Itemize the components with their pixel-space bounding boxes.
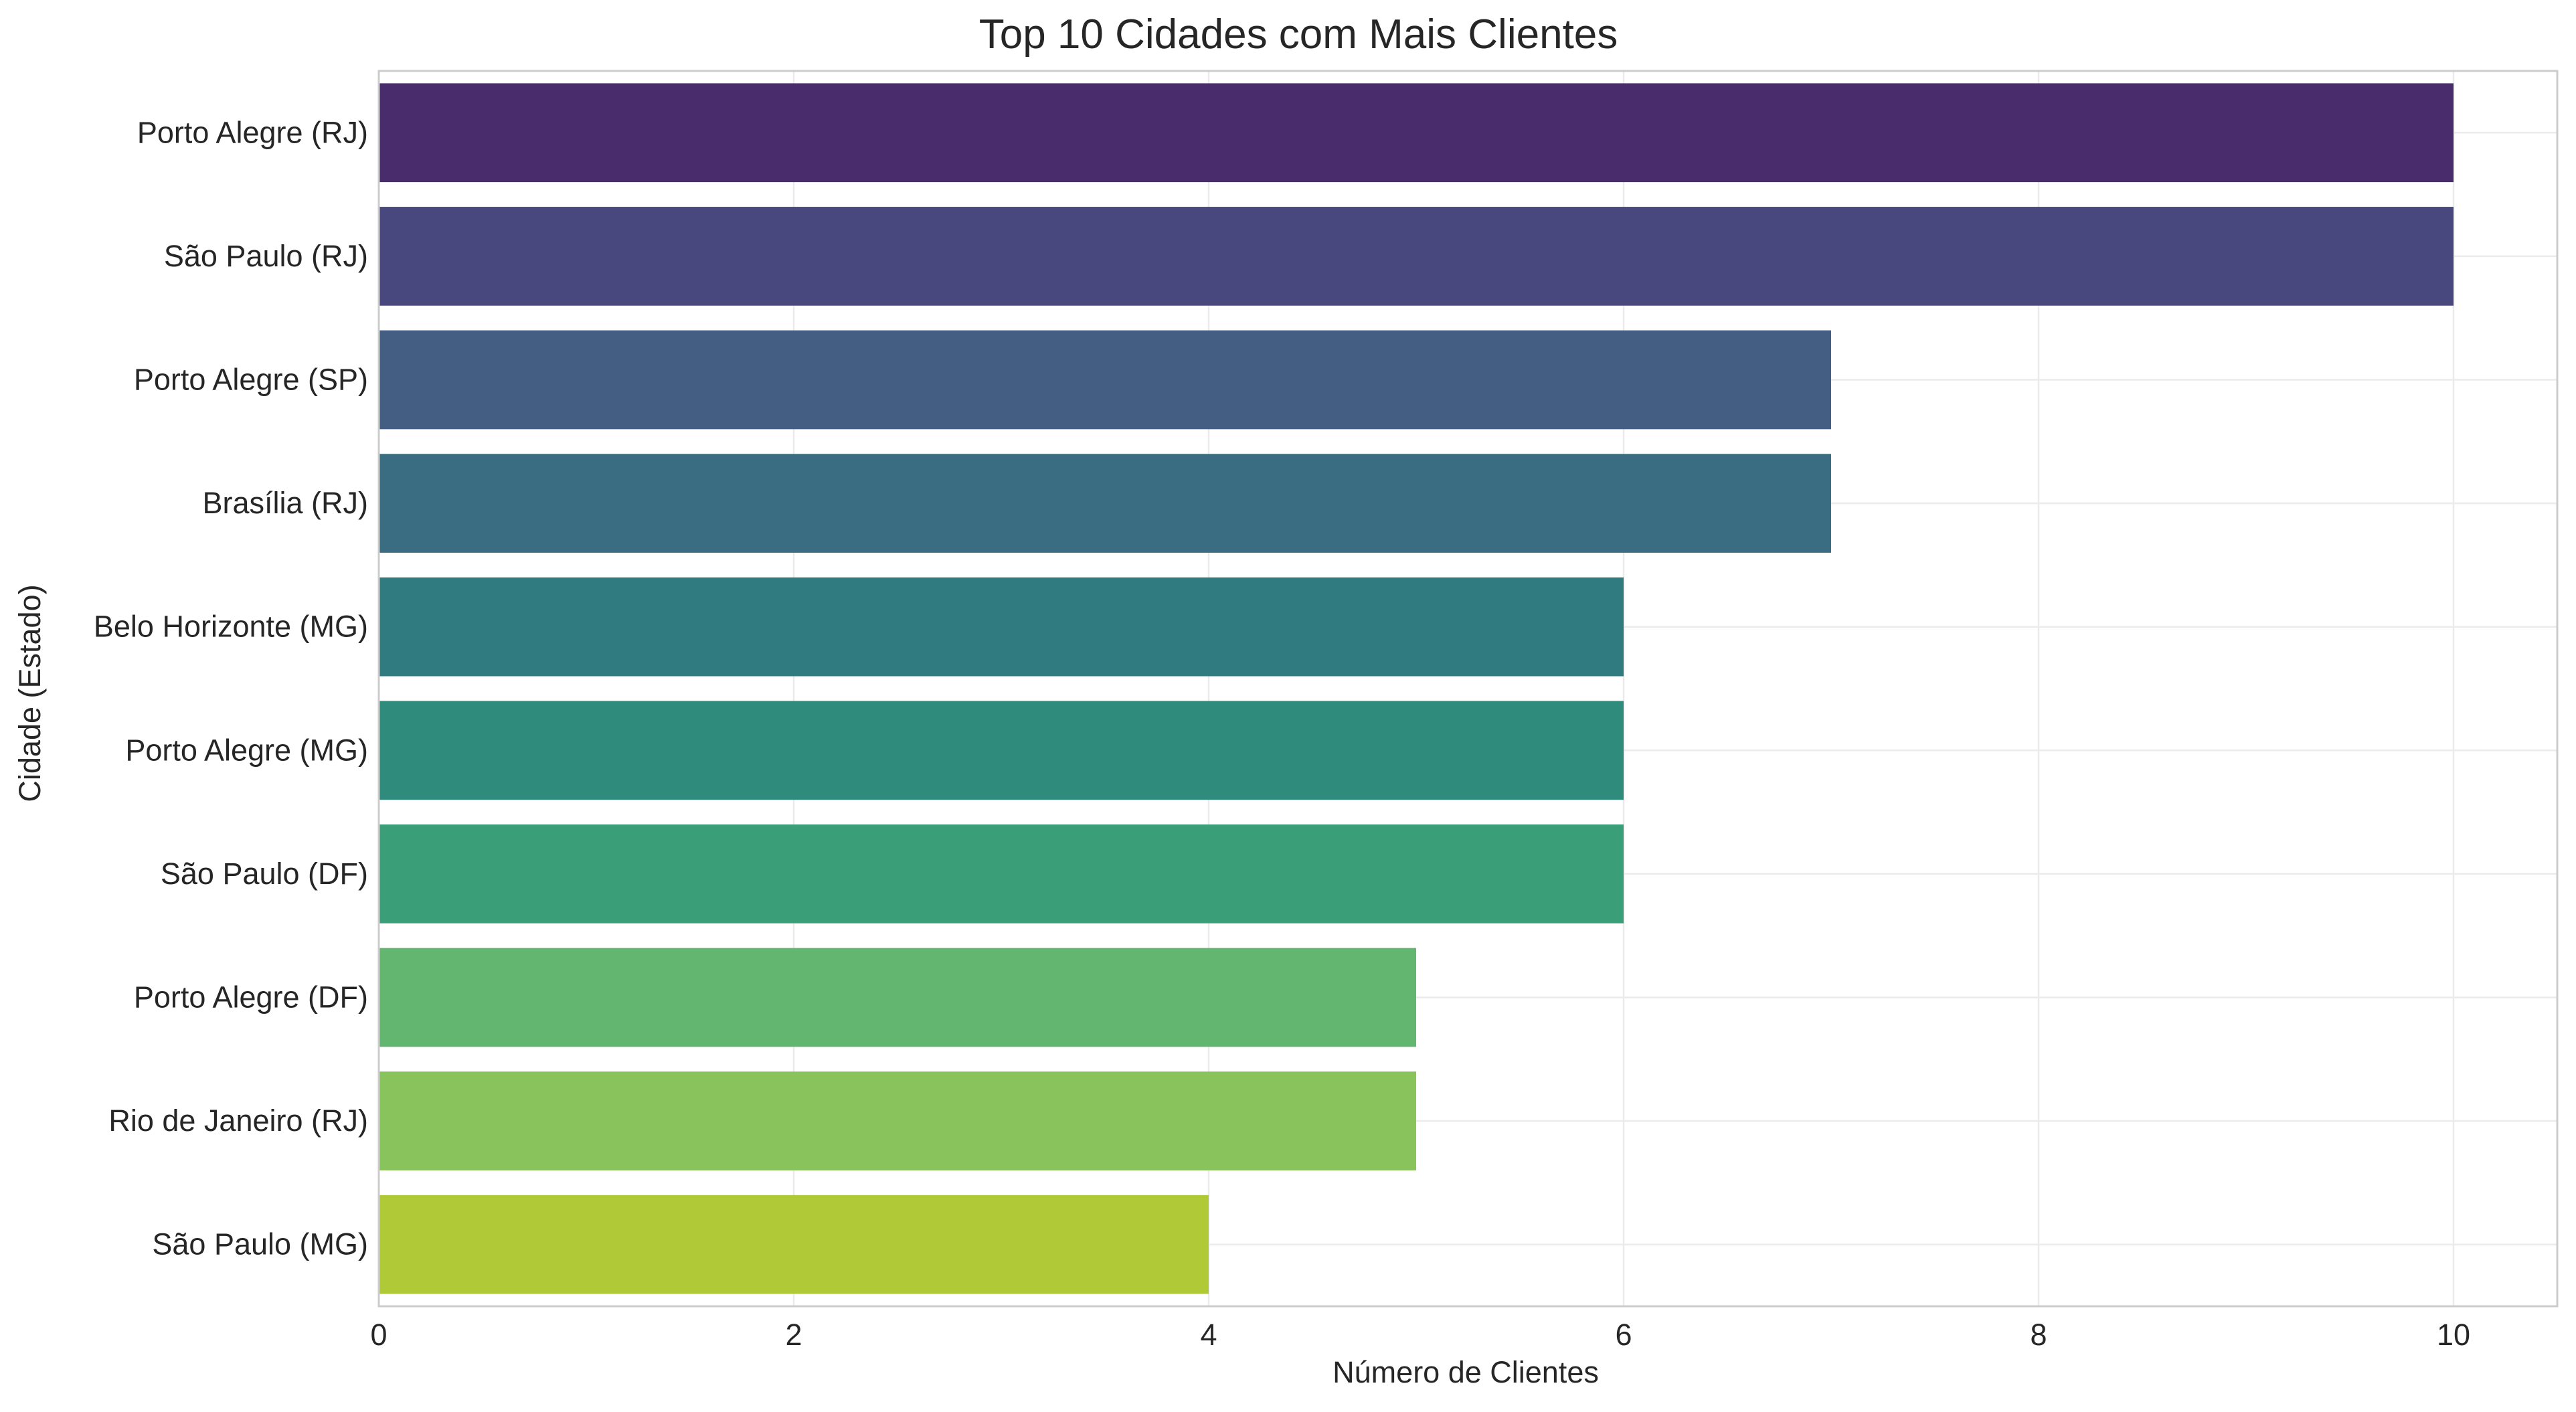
x-tick-label: 0 xyxy=(370,1318,387,1352)
bar xyxy=(379,207,2454,306)
y-tick-labels: Porto Alegre (RJ) São Paulo (RJ) Porto Ale… xyxy=(94,115,368,1261)
bar xyxy=(379,1195,1209,1294)
x-tick-label: 8 xyxy=(2030,1318,2047,1352)
bar xyxy=(379,701,1624,800)
x-axis-label: Número de Clientes xyxy=(1333,1355,1599,1389)
y-tick-label: Brasília (RJ) xyxy=(202,486,368,520)
x-tick-label: 10 xyxy=(2437,1318,2470,1352)
x-tick-label: 2 xyxy=(785,1318,802,1352)
y-tick-label: São Paulo (DF) xyxy=(161,857,368,891)
bar xyxy=(379,1071,1416,1170)
y-tick-label: São Paulo (RJ) xyxy=(164,239,368,273)
bar xyxy=(379,330,1831,430)
x-tick-label: 6 xyxy=(1615,1318,1632,1352)
plot-frame xyxy=(377,70,2559,1308)
y-tick-label: Porto Alegre (MG) xyxy=(125,733,368,767)
y-tick-label: São Paulo (MG) xyxy=(152,1227,368,1261)
bar xyxy=(379,577,1624,677)
y-tick-label: Belo Horizonte (MG) xyxy=(94,610,368,644)
y-tick-label: Porto Alegre (SP) xyxy=(134,363,368,397)
x-tick-label: 4 xyxy=(1200,1318,1217,1352)
y-tick-label: Porto Alegre (RJ) xyxy=(137,115,368,149)
chart-title: Top 10 Cidades com Mais Clientes xyxy=(979,11,1618,58)
x-tick-labels: 0 2 4 6 8 10 xyxy=(370,1318,2470,1352)
y-tick-label: Porto Alegre (DF) xyxy=(134,980,368,1014)
bar xyxy=(379,824,1624,923)
bars xyxy=(379,83,2454,1294)
bar xyxy=(379,948,1416,1047)
y-tick-label: Rio de Janeiro (RJ) xyxy=(108,1104,368,1138)
bar xyxy=(379,83,2454,183)
y-axis-label: Cidade (Estado) xyxy=(13,584,47,802)
bar xyxy=(379,454,1831,553)
